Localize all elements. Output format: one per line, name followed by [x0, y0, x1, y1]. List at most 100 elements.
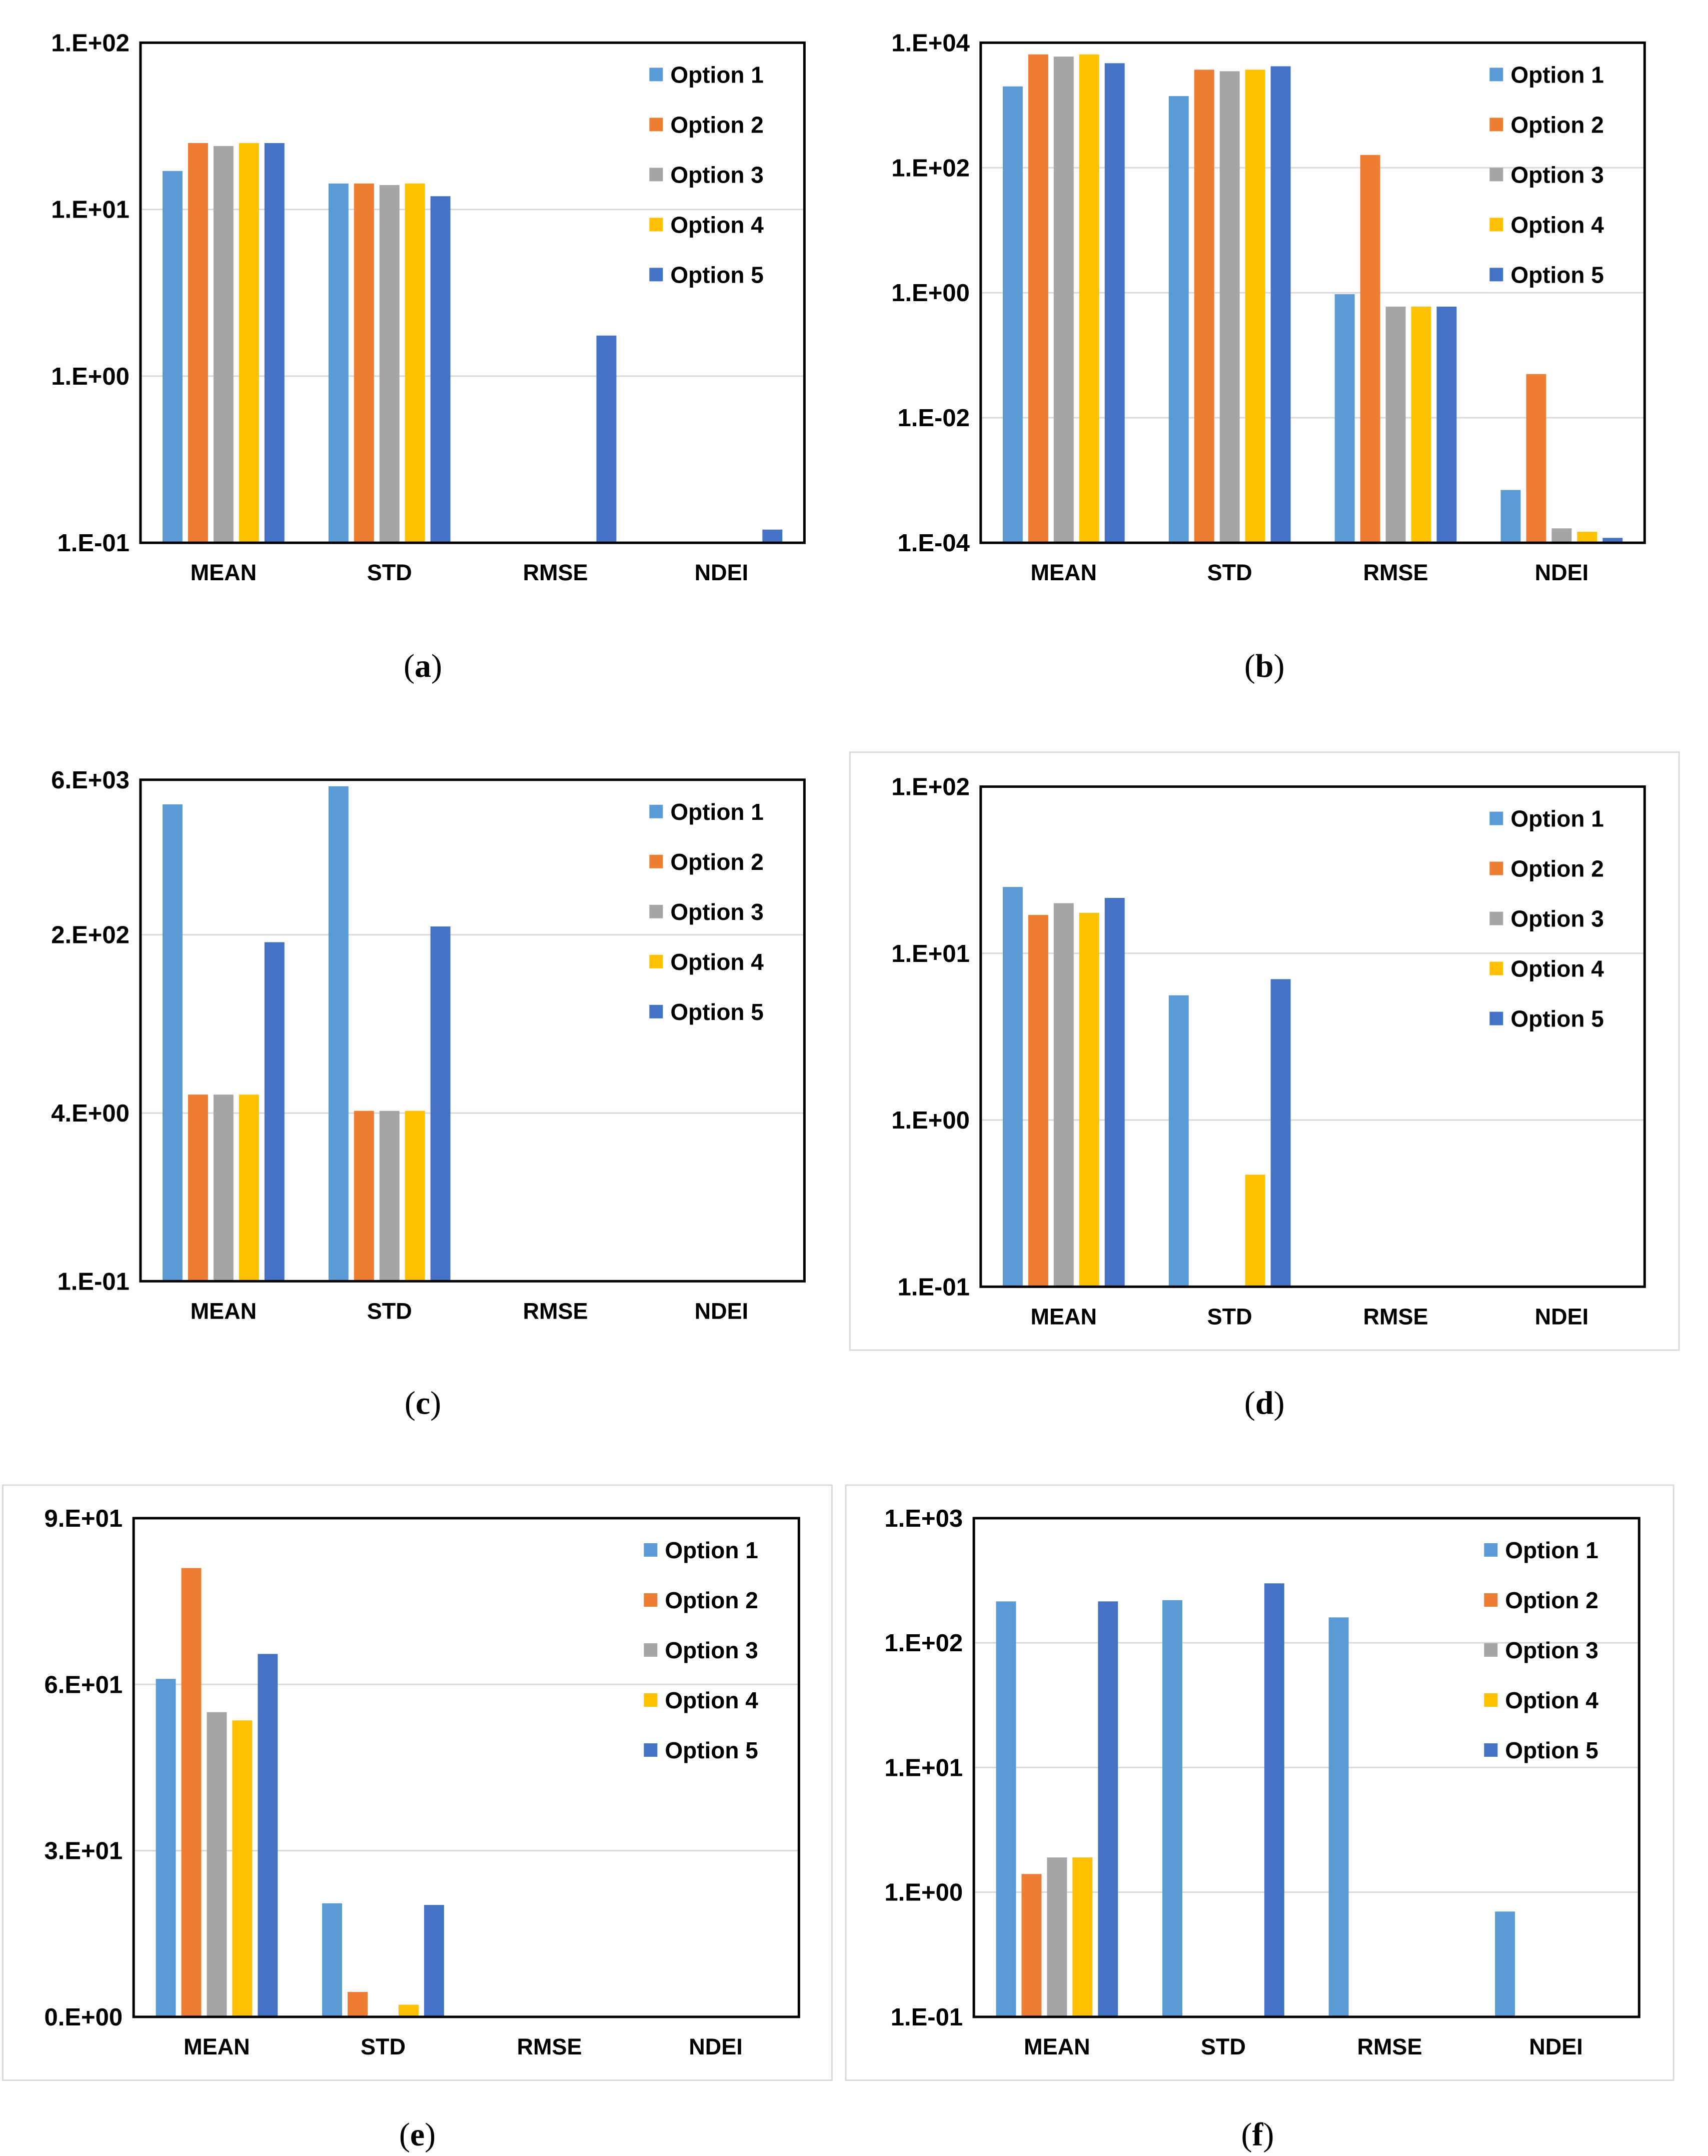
y-tick-label: 6.E+03: [51, 767, 130, 794]
bar-rmse-option-5: [1436, 306, 1457, 543]
chart-panel-1: 1.E-01 1.E+00 1.E+01 1.E+02 MEAN STD RMSE NDEI O…: [51, 30, 806, 684]
x-category-label: STD: [367, 560, 412, 585]
x-category-label: MEAN: [1024, 2034, 1090, 2059]
y-tick-label: 1.E+00: [51, 363, 130, 390]
bar-mean-option-2: [1028, 914, 1048, 1287]
x-category-label: STD: [1201, 2034, 1246, 2059]
legend-swatch: [649, 218, 663, 232]
y-tick-label: 1.E+02: [884, 1630, 963, 1657]
bar-mean-option-5: [258, 1654, 278, 2017]
plot-area: [139, 41, 806, 544]
bar-std-option-5: [1264, 1583, 1284, 2017]
x-category-label: STD: [1207, 560, 1252, 585]
legend-swatch: [649, 118, 663, 132]
x-category-label: NDEI: [1535, 1304, 1589, 1329]
legend-entry: Option 1: [1510, 806, 1604, 832]
bar-mean-option-4: [1079, 54, 1099, 543]
legend-swatch: [649, 804, 663, 818]
bar-std-option-3: [379, 1111, 400, 1282]
bar-mean-option-2: [1028, 54, 1048, 543]
bar-mean-option-1: [1002, 887, 1023, 1287]
bar-std-option-2: [354, 183, 374, 543]
legend-entry: Option 3: [665, 1637, 758, 1663]
y-tick-label: 1.E+01: [891, 940, 970, 967]
bar-mean-option-3: [207, 1712, 227, 2017]
bar-std-option-2: [348, 1992, 368, 2017]
x-category-label: RMSE: [523, 1298, 588, 1324]
bar-mean-option-1: [1002, 86, 1023, 543]
legend-entry: Option 4: [1510, 956, 1604, 982]
bar-mean-option-5: [1104, 898, 1125, 1287]
legend-swatch: [1489, 268, 1503, 282]
y-tick-label: 0.E+00: [44, 2004, 123, 2031]
y-tick-label: 1.E-04: [897, 530, 969, 557]
panel-frame: [845, 1484, 1674, 2081]
bar-std-option-4: [405, 1111, 425, 1282]
bar-std-option-3: [1219, 71, 1240, 543]
y-tick-label: 6.E+01: [44, 1671, 123, 1698]
y-tick-label: 1.E+03: [884, 1505, 963, 1532]
legend-swatch: [649, 68, 663, 82]
bar-ndei-option-2: [1526, 374, 1546, 543]
legend-entry: Option 2: [1510, 112, 1604, 138]
bar-std-option-3: [379, 185, 400, 543]
bar-ndei-option-1: [1500, 490, 1521, 543]
x-category-label: MEAN: [191, 560, 257, 585]
legend-entry: Option 1: [665, 1537, 758, 1563]
panel-caption: (b): [1244, 648, 1285, 684]
chart-panel-5: 0.E+00 3.E+01 6.E+01 9.E+01 MEAN STD RMSE NDEI O…: [2, 1484, 833, 2153]
x-category-label: STD: [361, 2034, 406, 2059]
legend-swatch: [649, 904, 663, 918]
legend-swatch: [644, 1693, 658, 1707]
bar-std-option-5: [1270, 979, 1291, 1287]
bar-std-option-1: [322, 1903, 343, 2017]
legend-entry: Option 3: [670, 162, 764, 188]
bar-std-option-1: [1168, 96, 1189, 543]
legend-entry: Option 3: [670, 899, 764, 925]
bar-std-option-1: [328, 183, 349, 543]
bar-mean-option-4: [1072, 1857, 1093, 2017]
x-category-label: NDEI: [689, 2034, 743, 2059]
bar-std-option-4: [405, 183, 425, 543]
legend-entry: Option 4: [1510, 212, 1604, 238]
bar-ndei-option-1: [1495, 1911, 1515, 2017]
bar-mean-option-5: [264, 143, 285, 543]
panel-frame: [849, 751, 1680, 1351]
legend-entry: Option 2: [665, 1587, 758, 1613]
bar-ndei-option-3: [1551, 528, 1572, 543]
y-tick-label: 3.E+01: [44, 1838, 123, 1865]
bar-rmse-option-1: [1334, 294, 1355, 543]
legend-swatch: [1489, 118, 1503, 132]
bar-mean-option-2: [188, 1095, 208, 1282]
panel-caption: (d): [1244, 1385, 1285, 1421]
legend-swatch: [649, 268, 663, 282]
bar-rmse-option-1: [1328, 1617, 1349, 2017]
legend-swatch: [1484, 1643, 1498, 1657]
bar-ndei-option-5: [1602, 538, 1623, 543]
x-category-label: NDEI: [695, 560, 749, 585]
bar-mean-option-1: [162, 804, 183, 1282]
y-tick-label: 1.E+00: [884, 1879, 963, 1906]
bar-rmse-option-3: [1385, 306, 1406, 543]
y-tick-label: 1.E+00: [891, 280, 970, 307]
panel-caption: (e): [399, 2116, 436, 2153]
legend-swatch: [1489, 218, 1503, 232]
legend-entry: Option 3: [1510, 906, 1604, 932]
x-category-label: MEAN: [191, 1298, 257, 1324]
bar-mean-option-4: [232, 1720, 253, 2017]
chart-panel-3: 1.E-01 4.E+00 2.E+02 6.E+03 MEAN STD RMSE NDEI O…: [51, 767, 806, 1421]
bar-mean-option-1: [156, 1679, 176, 2017]
x-category-label: MEAN: [1031, 560, 1097, 585]
bar-mean-option-3: [1053, 903, 1074, 1287]
panel-caption: (a): [404, 648, 442, 684]
legend-entry: Option 2: [1510, 856, 1604, 882]
bar-mean-option-1: [162, 171, 183, 543]
y-tick-label: 4.E+00: [51, 1100, 130, 1127]
bar-std-option-5: [430, 196, 451, 543]
legend-swatch: [649, 954, 663, 968]
legend-swatch: [1489, 1011, 1503, 1025]
legend-swatch: [1489, 861, 1503, 875]
bar-std-option-2: [1194, 70, 1214, 543]
x-category-label: STD: [1207, 1304, 1252, 1329]
